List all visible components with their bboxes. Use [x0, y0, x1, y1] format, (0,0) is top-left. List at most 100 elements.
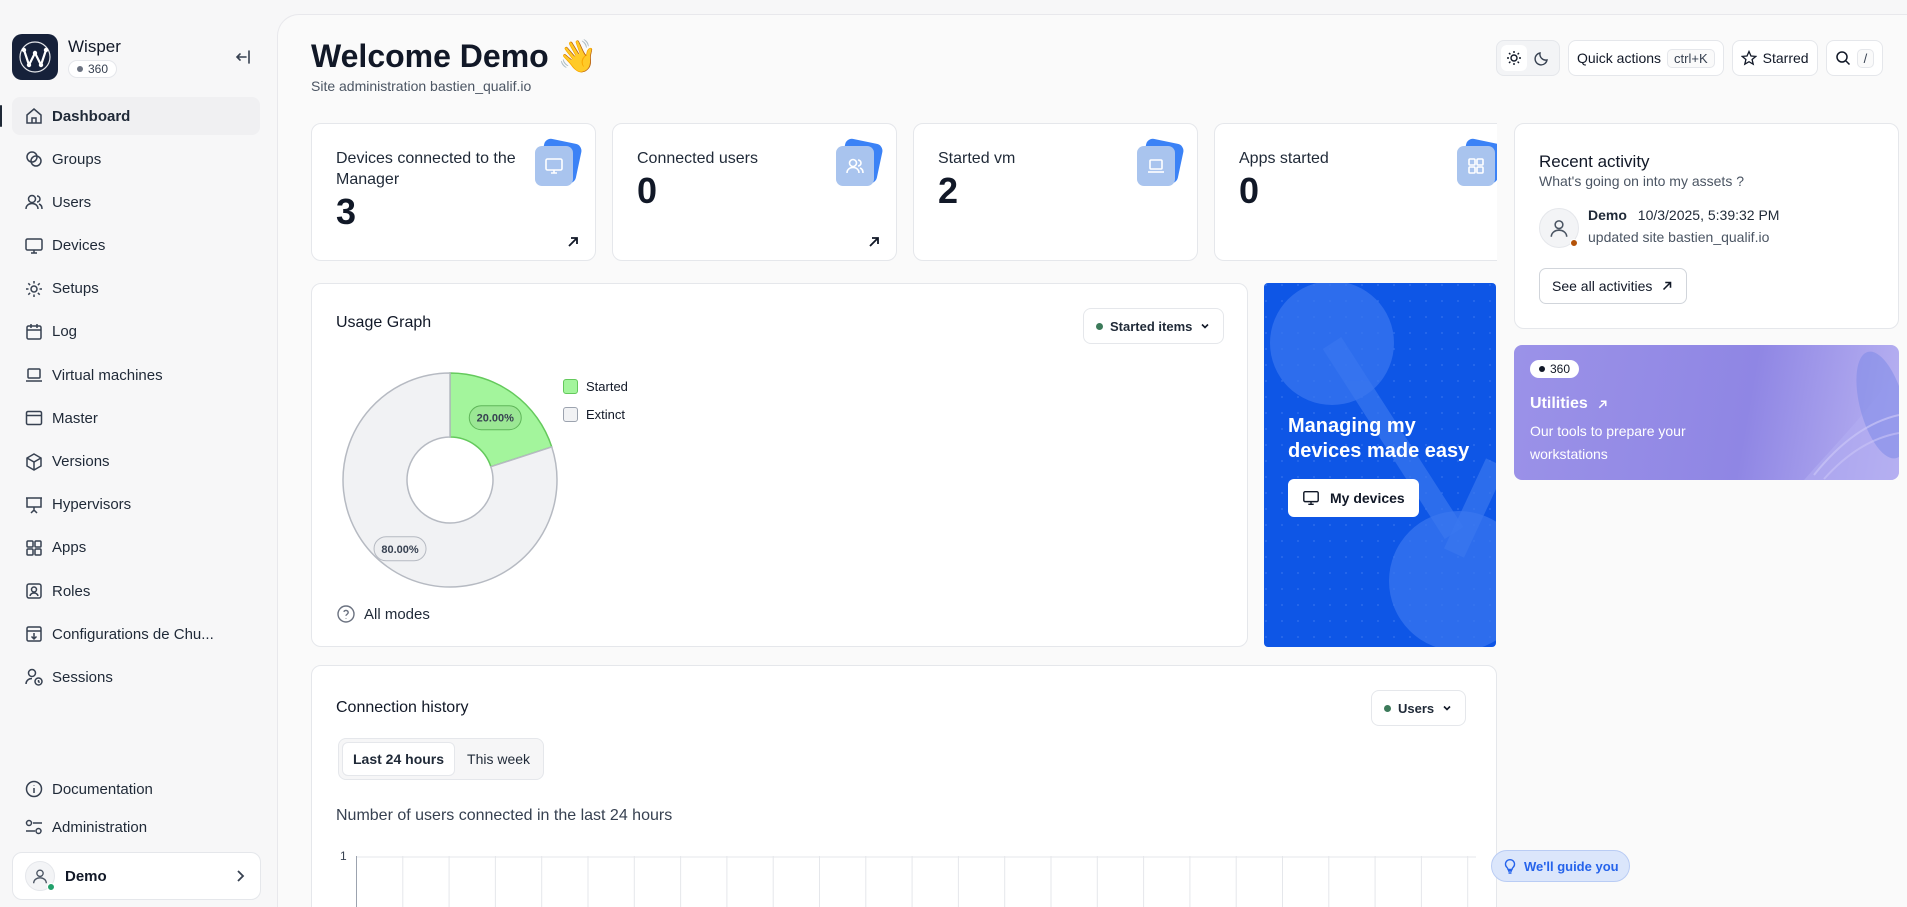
- user-clock-icon: [25, 669, 43, 687]
- arrow-up-right-icon[interactable]: [866, 234, 882, 250]
- sidebar-item-dashboard[interactable]: Dashboard: [0, 97, 260, 135]
- page-title: Welcome Demo 👋: [311, 38, 598, 74]
- legend-swatch: [563, 378, 578, 394]
- page-subtitle: Site administration bastien_qualif.io: [311, 78, 532, 94]
- top-toolbar: Quick actions ctrl+K Starred /: [1496, 40, 1884, 76]
- stat-card-apps[interactable]: Apps started 0: [1214, 123, 1497, 261]
- arrow-up-right-icon: [1663, 281, 1672, 291]
- sidebar: Wisper 360 Dashboard Groups Users Device…: [0, 0, 277, 907]
- sidebar-item-users[interactable]: Users: [12, 183, 260, 221]
- stat-label: Devices connected to the Manager: [336, 150, 516, 188]
- sidebar-item-setups[interactable]: Setups: [12, 270, 260, 308]
- sidebar-item-master[interactable]: Master: [12, 399, 260, 437]
- laptop-icon: [26, 368, 42, 382]
- guide-button[interactable]: We'll guide you: [1491, 850, 1630, 882]
- sidebar-item-label: Roles: [52, 582, 91, 600]
- status-dot: [1096, 322, 1103, 330]
- starred-button[interactable]: Starred: [1731, 40, 1818, 76]
- sidebar-item-groups[interactable]: Groups: [12, 140, 260, 178]
- utilities-title: Utilities: [1530, 395, 1609, 413]
- stat-card-started-vm[interactable]: Started vm 2: [913, 123, 1198, 261]
- quick-actions-shortcut: ctrl+K: [1667, 48, 1715, 68]
- presentation-icon: [26, 496, 42, 514]
- tab-this-week[interactable]: This week: [467, 751, 531, 767]
- sidebar-item-roles[interactable]: Roles: [12, 572, 260, 610]
- sidebar-item-label: Sessions: [52, 668, 113, 686]
- grid-icon: [1457, 137, 1497, 186]
- started-items-select[interactable]: Started items: [1083, 308, 1225, 344]
- activity-header: Demo 10/3/2025, 5:39:32 PM: [1588, 207, 1779, 223]
- connection-chart-grid: [356, 856, 1476, 907]
- sidebar-item-label: Groups: [52, 150, 102, 168]
- wisper-logo: [12, 34, 58, 80]
- sidebar-item-sessions[interactable]: Sessions: [12, 658, 260, 696]
- sidebar-item-label: Master: [52, 409, 98, 427]
- utilities-card[interactable]: 360 Utilities Our tools to prepare your …: [1514, 345, 1899, 480]
- sidebar-item-configurations[interactable]: Configurations de Chu...: [12, 615, 260, 653]
- sidebar-item-log[interactable]: Log: [12, 313, 260, 351]
- sidebar-item-label: Setups: [52, 280, 99, 298]
- sidebar-item-hypervisors[interactable]: Hypervisors: [12, 486, 260, 524]
- sidebar-item-apps[interactable]: Apps: [12, 529, 260, 567]
- stat-value: 0: [637, 170, 658, 211]
- search-button[interactable]: /: [1825, 40, 1884, 76]
- see-all-label: See all activities: [1552, 278, 1653, 294]
- stat-card-users[interactable]: Connected users 0: [612, 123, 897, 261]
- devices-promo-card: Managing my devices made easy My devices: [1264, 283, 1496, 647]
- brand[interactable]: Wisper 360: [12, 34, 121, 80]
- moon-icon[interactable]: [1529, 45, 1555, 71]
- all-modes-link[interactable]: All modes: [336, 604, 430, 624]
- utilities-decoration: [1804, 351, 1899, 480]
- monitor-icon: [535, 137, 583, 186]
- arrow-up-right-icon: [1598, 400, 1607, 408]
- legend-item-extinct[interactable]: Extinct: [563, 400, 628, 428]
- sidebar-item-documentation[interactable]: Documentation: [12, 770, 260, 808]
- quick-actions-button[interactable]: Quick actions ctrl+K: [1568, 40, 1724, 76]
- user-menu-button[interactable]: Demo: [12, 852, 261, 900]
- stat-label: Connected users: [637, 150, 758, 167]
- avatar: [1539, 208, 1579, 248]
- legend-label: Extinct: [586, 406, 626, 422]
- groups-icon: [26, 151, 42, 167]
- my-devices-button[interactable]: My devices: [1288, 479, 1419, 517]
- sidebar-item-label: Hypervisors: [52, 496, 132, 514]
- stat-card-devices[interactable]: Devices connected to the Manager 3: [311, 123, 596, 261]
- all-modes-label: All modes: [364, 605, 430, 623]
- svg-text:20.00%: 20.00%: [477, 413, 515, 425]
- chevron-down-icon: [1443, 705, 1451, 711]
- sidebar-item-devices[interactable]: Devices: [12, 227, 260, 265]
- legend-label: Started: [586, 378, 628, 394]
- status-dot: [1384, 704, 1391, 712]
- lightbulb-icon: [1504, 859, 1516, 874]
- theme-toggle[interactable]: [1496, 40, 1560, 76]
- utilities-description: Our tools to prepare your workstations: [1530, 423, 1686, 462]
- sidebar-item-label: Documentation: [52, 780, 153, 798]
- sidebar-item-label: Versions: [52, 453, 110, 470]
- star-icon: [1740, 50, 1757, 66]
- tab-last-24-hours[interactable]: Last 24 hours: [342, 742, 456, 776]
- download-box-icon: [26, 626, 42, 642]
- collapse-sidebar-icon[interactable]: [234, 48, 252, 66]
- main-content: Welcome Demo 👋 Site administration basti…: [277, 14, 1907, 907]
- monitor-icon: [1303, 490, 1319, 506]
- sidebar-item-administration[interactable]: Administration: [12, 808, 260, 846]
- search-icon: [1835, 51, 1850, 66]
- chevron-down-icon: [1201, 323, 1209, 329]
- pie-slice-extinct[interactable]: [342, 372, 558, 588]
- select-value: Users: [1398, 700, 1435, 716]
- sidebar-item-versions[interactable]: Versions: [12, 443, 260, 481]
- sun-icon[interactable]: [1501, 45, 1527, 71]
- legend-item-started[interactable]: Started: [563, 372, 628, 400]
- sidebar-item-label: Virtual machines: [52, 366, 163, 384]
- see-all-activities-button[interactable]: See all activities: [1539, 268, 1688, 304]
- sidebar-item-label: Devices: [52, 237, 106, 255]
- sidebar-item-virtual-machines[interactable]: Virtual machines: [12, 356, 260, 394]
- stat-value: 3: [336, 191, 357, 232]
- y-axis-tick: 1: [340, 849, 347, 863]
- users-select[interactable]: Users: [1371, 690, 1467, 726]
- user-name: Demo: [65, 867, 107, 885]
- connection-chart-title: Number of users connected in the last 24…: [336, 807, 673, 824]
- window-icon: [25, 411, 43, 426]
- calendar-icon: [26, 323, 42, 340]
- arrow-up-right-icon[interactable]: [565, 234, 581, 250]
